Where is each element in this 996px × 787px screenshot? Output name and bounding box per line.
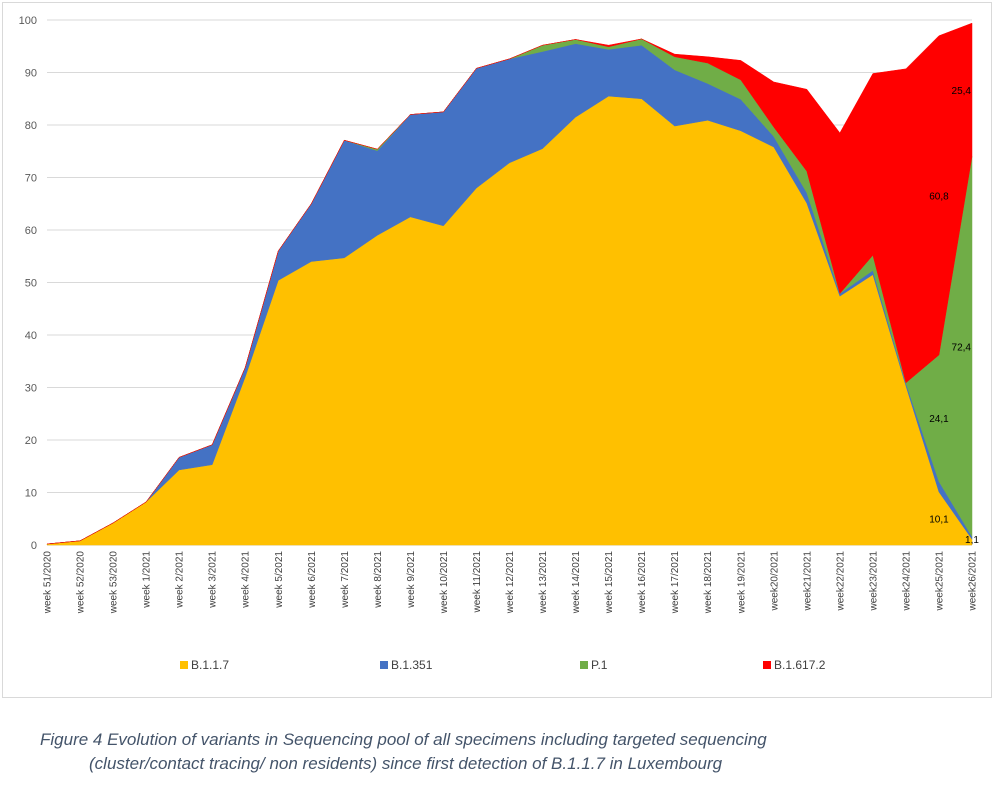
y-tick-label: 50 <box>25 278 37 290</box>
y-tick-label: 0 <box>31 540 37 552</box>
y-axis-ticks: 0 10 20 30 40 50 60 70 80 90 100 <box>19 15 37 552</box>
x-tick-label: week 7/2021 <box>340 551 351 609</box>
x-tick-label: week20/2021 <box>769 551 780 612</box>
y-tick-label: 20 <box>25 435 37 447</box>
caption-line-2: (cluster/contact tracing/ non residents)… <box>89 754 723 773</box>
x-tick-label: week 1/2021 <box>142 551 153 609</box>
x-tick-label: week 2/2021 <box>175 551 186 609</box>
x-tick-label: week 10/2021 <box>439 551 450 615</box>
x-tick-label: week 19/2021 <box>736 551 747 615</box>
data-label: 60,8 <box>929 191 949 202</box>
x-tick-label: week 4/2021 <box>241 551 252 609</box>
y-tick-label: 70 <box>25 173 37 185</box>
data-label: 1,1 <box>965 535 979 546</box>
x-tick-label: week23/2021 <box>868 551 879 612</box>
legend-label: P.1 <box>591 658 608 672</box>
x-tick-label: week22/2021 <box>835 551 846 612</box>
y-tick-label: 100 <box>19 15 37 27</box>
legend-swatch <box>763 661 771 669</box>
x-tick-label: week 16/2021 <box>637 551 648 615</box>
x-tick-label: week 15/2021 <box>604 551 615 615</box>
legend-label: B.1.617.2 <box>774 658 826 672</box>
x-tick-label: week 17/2021 <box>670 551 681 615</box>
chart-frame <box>2 2 992 698</box>
data-labels: 10,1 1,1 24,1 72,4 60,8 25,4 <box>929 86 979 546</box>
x-tick-label: week 52/2020 <box>76 551 87 615</box>
area-b-1-617-2 <box>46 22 973 545</box>
y-tick-label: 40 <box>25 330 37 342</box>
x-tick-label: week24/2021 <box>901 551 912 612</box>
legend-label: B.1.1.7 <box>191 658 229 672</box>
legend-swatch <box>180 661 188 669</box>
y-tick-label: 90 <box>25 68 37 80</box>
legend-swatch <box>380 661 388 669</box>
x-tick-label: week 53/2020 <box>109 551 120 615</box>
caption-line-1: Figure 4 Evolution of variants in Sequen… <box>40 730 767 749</box>
x-tick-label: week 12/2021 <box>505 551 516 615</box>
x-tick-label: week25/2021 <box>934 551 945 612</box>
x-axis-ticks: week 51/2020 week 52/2020 week 53/2020 week… <box>43 551 979 615</box>
x-tick-label: week 11/2021 <box>472 551 483 614</box>
y-tick-label: 10 <box>25 488 37 500</box>
data-label: 72,4 <box>952 343 972 354</box>
legend-swatch <box>580 661 588 669</box>
legend-label: B.1.351 <box>391 658 433 672</box>
x-tick-label: week 14/2021 <box>571 551 582 615</box>
x-tick-label: week 51/2020 <box>43 551 54 615</box>
x-tick-label: week 13/2021 <box>538 551 549 615</box>
x-tick-label: week 8/2021 <box>373 551 384 609</box>
x-tick-label: week26/2021 <box>968 551 979 612</box>
x-tick-label: week21/2021 <box>802 551 813 612</box>
x-tick-label: week 6/2021 <box>307 551 318 609</box>
x-tick-label: week 18/2021 <box>703 551 714 615</box>
data-label: 25,4 <box>952 86 972 97</box>
y-tick-label: 80 <box>25 120 37 132</box>
area-series <box>46 22 973 546</box>
data-label: 24,1 <box>929 414 949 425</box>
data-label: 10,1 <box>929 514 949 525</box>
legend: B.1.1.7 B.1.351 P.1 B.1.617.2 <box>180 658 826 672</box>
x-tick-label: week 9/2021 <box>406 551 417 609</box>
x-tick-label: week 3/2021 <box>208 551 219 609</box>
y-tick-label: 30 <box>25 383 37 395</box>
y-tick-label: 60 <box>25 225 37 237</box>
x-tick-label: week 5/2021 <box>274 551 285 609</box>
